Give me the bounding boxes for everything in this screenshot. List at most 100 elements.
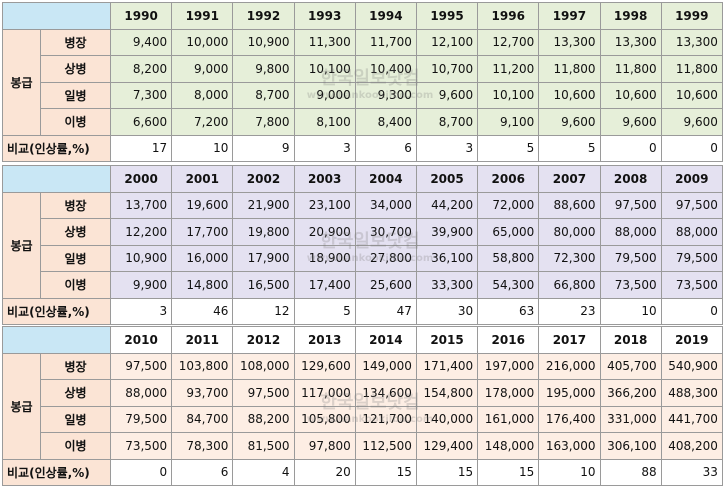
- year-header: 1997: [538, 2, 601, 30]
- salary-cell: 21,900: [232, 191, 295, 219]
- increase-rate-cell: 6: [354, 134, 417, 162]
- salary-cell: 112,500: [354, 432, 417, 460]
- salary-cell: 23,100: [293, 191, 356, 219]
- year-header: 2007: [538, 165, 601, 193]
- salary-cell: 11,300: [293, 28, 356, 56]
- year-header: 1995: [415, 2, 479, 30]
- table-row: 일병 10,900 16,000 17,900 18,900 27,800 36,100 58…: [3, 244, 723, 272]
- salary-cell: 140,000: [415, 405, 479, 433]
- salary-cell: 80,000: [538, 218, 601, 246]
- increase-rate-cell: 23: [538, 297, 601, 325]
- salary-cell: 108,000: [232, 352, 295, 380]
- rank-label: 병장: [40, 352, 111, 380]
- salary-cell: 97,500: [599, 191, 662, 219]
- salary-cell: 39,900: [415, 218, 479, 246]
- salary-cell: 171,400: [415, 352, 479, 380]
- salary-cell: 154,800: [415, 379, 479, 407]
- salary-cell: 16,000: [171, 244, 234, 272]
- salary-cell: 88,000: [599, 218, 662, 246]
- salary-cell: 6,600: [109, 108, 173, 136]
- increase-rate-cell: 0: [109, 458, 173, 486]
- table-row: 상병 8,200 9,000 9,800 10,100 10,400 10,700 11,20…: [3, 55, 723, 83]
- salary-cell: 11,800: [599, 55, 662, 83]
- increase-rate-cell: 88: [599, 458, 662, 486]
- salary-cell: 441,700: [660, 405, 723, 433]
- rank-label: 일병: [40, 81, 111, 109]
- salary-cell: 366,200: [599, 379, 662, 407]
- salary-cell: 9,800: [232, 55, 295, 83]
- year-header-row: 2000 2001 2002 2003 2004 2005 2006 2007 2008 2009: [2, 165, 723, 193]
- salary-cell: 54,300: [477, 271, 540, 299]
- compare-row: 비교(인상률,%) 3 46 12 5 47 30 63 23 10 0: [2, 297, 723, 325]
- salary-cell: 163,000: [538, 432, 601, 460]
- year-header: 2010: [109, 326, 173, 354]
- salary-cell: 84,700: [171, 405, 234, 433]
- salary-cell: 12,200: [109, 218, 173, 246]
- year-header: 2000: [109, 165, 173, 193]
- salary-cell: 34,000: [354, 191, 417, 219]
- corner-cell: [2, 2, 111, 30]
- salary-cell: 88,600: [538, 191, 601, 219]
- increase-rate-cell: 5: [293, 297, 356, 325]
- increase-rate-cell: 0: [660, 134, 723, 162]
- salary-cell: 13,300: [660, 28, 723, 56]
- salary-cell: 12,100: [415, 28, 479, 56]
- year-header: 1991: [171, 2, 234, 30]
- increase-rate-cell: 12: [232, 297, 295, 325]
- year-header: 2003: [293, 165, 356, 193]
- year-header: 1998: [599, 2, 662, 30]
- salary-cell: 129,600: [293, 352, 356, 380]
- salary-cell: 10,600: [660, 81, 723, 109]
- year-header: 2019: [660, 326, 723, 354]
- year-header: 1994: [354, 2, 417, 30]
- salary-cell: 134,600: [354, 379, 417, 407]
- salary-cell: 9,600: [538, 108, 601, 136]
- group-label: 봉급: [2, 28, 41, 136]
- salary-cell: 9,600: [660, 108, 723, 136]
- salary-cell: 331,000: [599, 405, 662, 433]
- increase-rate-cell: 20: [293, 458, 356, 486]
- salary-cell: 306,100: [599, 432, 662, 460]
- salary-cell: 12,700: [477, 28, 540, 56]
- salary-cell: 17,400: [293, 271, 356, 299]
- salary-cell: 121,700: [354, 405, 417, 433]
- salary-cell: 30,700: [354, 218, 417, 246]
- year-header: 2002: [232, 165, 295, 193]
- increase-rate-cell: 33: [660, 458, 723, 486]
- salary-cell: 18,900: [293, 244, 356, 272]
- salary-cell: 117,000: [293, 379, 356, 407]
- group-label: 봉급: [2, 191, 41, 299]
- salary-cell: 8,700: [415, 108, 479, 136]
- salary-cell: 13,300: [599, 28, 662, 56]
- salary-cell: 10,600: [538, 81, 601, 109]
- salary-cell: 27,800: [354, 244, 417, 272]
- table-row: 이병 73,500 78,300 81,500 97,800 112,500 129,400…: [3, 432, 723, 460]
- salary-cell: 78,300: [171, 432, 234, 460]
- table-row: 상병 88,000 93,700 97,500 117,000 134,600 154,80…: [3, 379, 723, 407]
- salary-table-2: 2000 2001 2002 2003 2004 2005 2006 2007 2008 2009…: [2, 165, 723, 325]
- increase-rate-cell: 15: [354, 458, 417, 486]
- year-header: 2004: [354, 165, 417, 193]
- salary-cell: 88,200: [232, 405, 295, 433]
- salary-cell: 11,800: [538, 55, 601, 83]
- salary-cell: 9,000: [293, 81, 356, 109]
- year-header: 1993: [293, 2, 356, 30]
- salary-cell: 97,500: [660, 191, 723, 219]
- increase-rate-cell: 4: [232, 458, 295, 486]
- salary-table-3: 2010 2011 2012 2013 2014 2015 2016 2017 2018 2019…: [2, 326, 723, 486]
- salary-cell: 7,300: [109, 81, 173, 109]
- increase-rate-cell: 3: [293, 134, 356, 162]
- salary-cell: 97,800: [293, 432, 356, 460]
- salary-cell: 79,500: [599, 244, 662, 272]
- rank-label: 상병: [40, 55, 111, 83]
- salary-cell: 9,100: [477, 108, 540, 136]
- salary-cell: 197,000: [477, 352, 540, 380]
- year-header: 2016: [477, 326, 540, 354]
- salary-cell: 81,500: [232, 432, 295, 460]
- salary-cell: 7,800: [232, 108, 295, 136]
- rank-label: 이병: [40, 432, 111, 460]
- salary-table-1: 1990 1991 1992 1993 1994 1995 1996 1997 1998 1999…: [2, 2, 723, 162]
- increase-rate-cell: 46: [171, 297, 234, 325]
- corner-cell: [2, 326, 111, 354]
- rank-label: 상병: [40, 379, 111, 407]
